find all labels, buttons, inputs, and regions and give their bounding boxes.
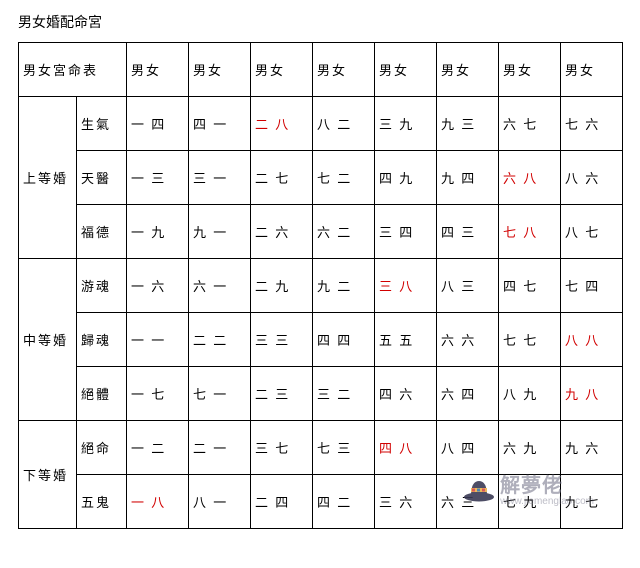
pair-cell: 二 八 [251,97,313,151]
header-label: 男女宮命表 [19,43,127,97]
table-row: 上等婚生氣一 四四 一二 八八 二三 九九 三六 七七 六 [19,97,623,151]
pair-cell: 四 九 [375,151,437,205]
pair-cell: 一 一 [127,313,189,367]
pair-cell: 八 八 [561,313,623,367]
pair-cell: 六 四 [437,367,499,421]
page-title: 男女婚配命宮 [18,12,622,32]
pair-cell: 一 二 [127,421,189,475]
pair-cell: 二 九 [251,259,313,313]
pair-cell: 二 七 [251,151,313,205]
pair-cell: 八 四 [437,421,499,475]
marriage-table: 男女宮命表 男女 男女 男女 男女 男女 男女 男女 男女 上等婚生氣一 四四 … [18,42,623,529]
pair-cell: 六 六 [437,313,499,367]
table-row: 歸魂一 一二 二三 三四 四五 五六 六七 七八 八 [19,313,623,367]
pair-cell: 四 七 [499,259,561,313]
pair-cell: 七 九 [499,475,561,529]
pair-cell: 七 四 [561,259,623,313]
pair-cell: 三 二 [313,367,375,421]
type-cell: 絕體 [77,367,127,421]
pair-cell: 一 六 [127,259,189,313]
pair-cell: 二 二 [189,313,251,367]
pair-cell: 三 七 [251,421,313,475]
table-row: 絕體一 七七 一二 三三 二四 六六 四八 九九 八 [19,367,623,421]
pair-cell: 八 七 [561,205,623,259]
group-cell: 下等婚 [19,421,77,529]
type-cell: 絕命 [77,421,127,475]
pair-cell: 八 九 [499,367,561,421]
pair-cell: 二 四 [251,475,313,529]
pair-cell: 六 八 [499,151,561,205]
col-header: 男女 [313,43,375,97]
pair-cell: 四 四 [313,313,375,367]
pair-cell: 六 一 [189,259,251,313]
col-header: 男女 [189,43,251,97]
type-cell: 游魂 [77,259,127,313]
pair-cell: 二 六 [251,205,313,259]
group-cell: 中等婚 [19,259,77,421]
pair-cell: 三 三 [251,313,313,367]
pair-cell: 六 九 [499,421,561,475]
pair-cell: 三 六 [375,475,437,529]
pair-cell: 四 一 [189,97,251,151]
pair-cell: 三 四 [375,205,437,259]
pair-cell: 三 九 [375,97,437,151]
pair-cell: 九 二 [313,259,375,313]
pair-cell: 三 一 [189,151,251,205]
pair-cell: 三 八 [375,259,437,313]
type-cell: 福德 [77,205,127,259]
type-cell: 生氣 [77,97,127,151]
pair-cell: 九 七 [561,475,623,529]
pair-cell: 七 八 [499,205,561,259]
type-cell: 五鬼 [77,475,127,529]
pair-cell: 八 三 [437,259,499,313]
type-cell: 天醫 [77,151,127,205]
col-header: 男女 [437,43,499,97]
table-row: 五鬼一 八八 一二 四四 二三 六六 三七 九九 七 [19,475,623,529]
pair-cell: 一 八 [127,475,189,529]
header-row: 男女宮命表 男女 男女 男女 男女 男女 男女 男女 男女 [19,43,623,97]
table-row: 天醫一 三三 一二 七七 二四 九九 四六 八八 六 [19,151,623,205]
pair-cell: 二 三 [251,367,313,421]
pair-cell: 九 一 [189,205,251,259]
pair-cell: 九 四 [437,151,499,205]
pair-cell: 四 二 [313,475,375,529]
pair-cell: 六 二 [313,205,375,259]
pair-cell: 七 七 [499,313,561,367]
col-header: 男女 [561,43,623,97]
group-cell: 上等婚 [19,97,77,259]
type-cell: 歸魂 [77,313,127,367]
pair-cell: 八 六 [561,151,623,205]
pair-cell: 七 六 [561,97,623,151]
pair-cell: 七 一 [189,367,251,421]
pair-cell: 四 八 [375,421,437,475]
col-header: 男女 [375,43,437,97]
pair-cell: 八 二 [313,97,375,151]
pair-cell: 五 五 [375,313,437,367]
pair-cell: 七 三 [313,421,375,475]
pair-cell: 二 一 [189,421,251,475]
table-row: 下等婚絕命一 二二 一三 七七 三四 八八 四六 九九 六 [19,421,623,475]
pair-cell: 九 三 [437,97,499,151]
pair-cell: 四 六 [375,367,437,421]
col-header: 男女 [499,43,561,97]
pair-cell: 一 四 [127,97,189,151]
pair-cell: 六 七 [499,97,561,151]
table-row: 中等婚游魂一 六六 一二 九九 二三 八八 三四 七七 四 [19,259,623,313]
pair-cell: 一 三 [127,151,189,205]
pair-cell: 七 二 [313,151,375,205]
pair-cell: 六 三 [437,475,499,529]
table-row: 福德一 九九 一二 六六 二三 四四 三七 八八 七 [19,205,623,259]
pair-cell: 八 一 [189,475,251,529]
pair-cell: 四 三 [437,205,499,259]
pair-cell: 九 八 [561,367,623,421]
pair-cell: 九 六 [561,421,623,475]
col-header: 男女 [127,43,189,97]
pair-cell: 一 七 [127,367,189,421]
pair-cell: 一 九 [127,205,189,259]
col-header: 男女 [251,43,313,97]
